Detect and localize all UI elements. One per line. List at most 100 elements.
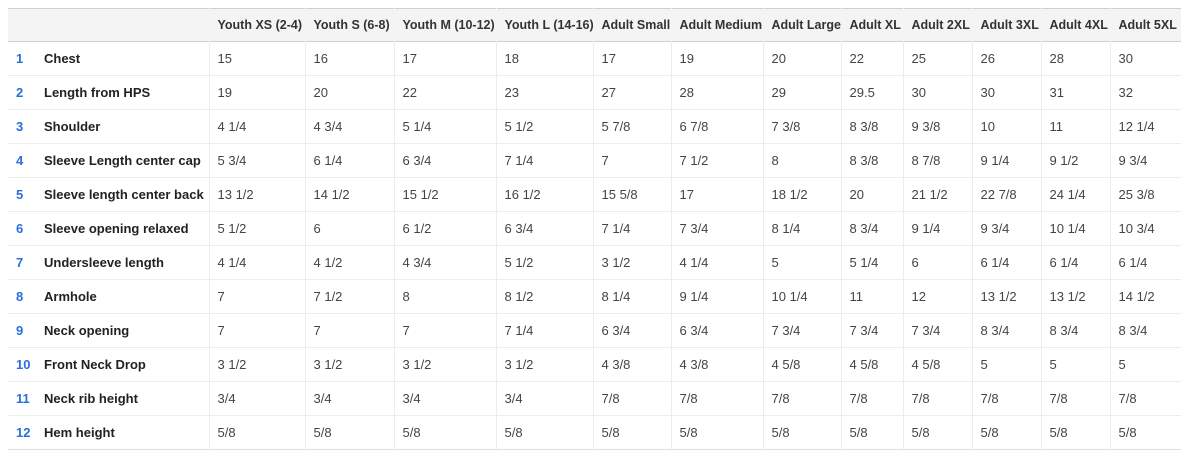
size-column-header: Youth L (14-16) bbox=[495, 8, 593, 42]
measurement-value: 5 bbox=[1040, 347, 1110, 382]
measurement-value: 5/8 bbox=[208, 415, 305, 450]
header-row: Youth XS (2-4) Youth S (6-8) Youth M (10-1… bbox=[8, 8, 1181, 42]
measurement-value: 8 3/4 bbox=[971, 313, 1041, 348]
measurement-value: 8 bbox=[393, 279, 496, 314]
measurement-label: Neck opening bbox=[36, 313, 209, 348]
measurement-value: 6 3/4 bbox=[670, 313, 763, 348]
table-row: 10 Front Neck Drop 3 1/2 3 1/2 3 1/2 3 1/2 4 3… bbox=[8, 347, 1181, 382]
measurement-value: 6 bbox=[902, 245, 972, 280]
row-number-header bbox=[8, 9, 36, 42]
measurement-value: 7/8 bbox=[762, 381, 841, 416]
table-row: 7 Undersleeve length 4 1/4 4 1/2 4 3/4 5 1/2 3… bbox=[8, 245, 1181, 280]
measurement-value: 13 1/2 bbox=[208, 177, 305, 212]
measurement-value: 25 bbox=[902, 41, 972, 76]
measurement-value: 23 bbox=[495, 75, 593, 110]
row-number: 11 bbox=[8, 381, 36, 416]
table-row: 11 Neck rib height 3/4 3/4 3/4 3/4 7/8 7/8 7/8 7/… bbox=[8, 381, 1181, 416]
measurement-value: 12 1/4 bbox=[1109, 109, 1181, 144]
row-number: 6 bbox=[8, 211, 36, 246]
measurement-value: 19 bbox=[670, 41, 763, 76]
measurement-label: Hem height bbox=[36, 415, 209, 450]
table-row: 2 Length from HPS 19 20 22 23 27 28 29 29.5 30 30 31… bbox=[8, 75, 1181, 110]
measurement-value: 7 3/4 bbox=[840, 313, 903, 348]
size-column-header: Adult 5XL bbox=[1109, 8, 1181, 42]
measurement-value: 20 bbox=[840, 177, 903, 212]
measurement-value: 8 1/2 bbox=[495, 279, 593, 314]
measurement-value: 5/8 bbox=[495, 415, 593, 450]
measurement-label: Sleeve Length center cap bbox=[36, 143, 209, 178]
measurement-value: 7/8 bbox=[670, 381, 763, 416]
table-row: 12 Hem height 5/8 5/8 5/8 5/8 5/8 5/8 5/8 5/8 5/8 5… bbox=[8, 415, 1181, 450]
measurement-value: 4 1/4 bbox=[208, 245, 305, 280]
measurement-value: 7/8 bbox=[971, 381, 1041, 416]
measurement-value: 6 1/4 bbox=[304, 143, 394, 178]
size-column-header: Adult 3XL bbox=[971, 8, 1041, 42]
measurement-value: 8 3/4 bbox=[1109, 313, 1181, 348]
measurement-value: 3 1/2 bbox=[304, 347, 394, 382]
measurement-value: 28 bbox=[1040, 41, 1110, 76]
measurement-value: 25 3/8 bbox=[1109, 177, 1181, 212]
measurement-value: 10 1/4 bbox=[1040, 211, 1110, 246]
measurement-value: 9 3/8 bbox=[902, 109, 972, 144]
measurement-value: 6 3/4 bbox=[495, 211, 593, 246]
measurement-value: 3 1/2 bbox=[592, 245, 671, 280]
measurement-value: 17 bbox=[592, 41, 671, 76]
measurement-value: 4 1/4 bbox=[208, 109, 305, 144]
measurement-value: 3/4 bbox=[208, 381, 305, 416]
measurement-value: 29.5 bbox=[840, 75, 903, 110]
measurement-value: 4 3/4 bbox=[393, 245, 496, 280]
measurement-value: 31 bbox=[1040, 75, 1110, 110]
size-column-header: Adult Small bbox=[592, 8, 671, 42]
measurement-value: 4 5/8 bbox=[762, 347, 841, 382]
measurement-value: 3 1/2 bbox=[393, 347, 496, 382]
table-body: 1 Chest 15 16 17 18 17 19 20 22 25 26 28 30 2 Length fr… bbox=[8, 41, 1181, 450]
measurement-value: 15 bbox=[208, 41, 305, 76]
measurement-label: Shoulder bbox=[36, 109, 209, 144]
measurement-value: 7 1/2 bbox=[304, 279, 394, 314]
table-row: 1 Chest 15 16 17 18 17 19 20 22 25 26 28 30 bbox=[8, 41, 1181, 76]
measurement-value: 16 1/2 bbox=[495, 177, 593, 212]
measurement-value: 5 7/8 bbox=[592, 109, 671, 144]
measurement-value: 15 1/2 bbox=[393, 177, 496, 212]
measurement-value: 5 bbox=[971, 347, 1041, 382]
size-column-header: Adult 2XL bbox=[902, 8, 972, 42]
size-column-header: Adult Large bbox=[762, 8, 841, 42]
table-row: 4 Sleeve Length center cap 5 3/4 6 1/4 6 3/4… bbox=[8, 143, 1181, 178]
measurement-value: 14 1/2 bbox=[1109, 279, 1181, 314]
size-chart-table: Youth XS (2-4) Youth S (6-8) Youth M (10-1… bbox=[8, 8, 1181, 450]
size-column-header: Youth XS (2-4) bbox=[208, 8, 305, 42]
measurement-value: 5/8 bbox=[670, 415, 763, 450]
measurement-value: 20 bbox=[304, 75, 394, 110]
row-number: 1 bbox=[8, 41, 36, 76]
measurement-value: 5/8 bbox=[304, 415, 394, 450]
measurement-value: 22 bbox=[393, 75, 496, 110]
measurement-value: 9 3/4 bbox=[1109, 143, 1181, 178]
measurement-value: 5 1/2 bbox=[495, 245, 593, 280]
table-row: 8 Armhole 7 7 1/2 8 8 1/2 8 1/4 9 1/4 10 1/4 11 12… bbox=[8, 279, 1181, 314]
row-number: 3 bbox=[8, 109, 36, 144]
measurement-value: 5 3/4 bbox=[208, 143, 305, 178]
measurement-value: 18 bbox=[495, 41, 593, 76]
measurement-value: 7 bbox=[304, 313, 394, 348]
measurement-label: Front Neck Drop bbox=[36, 347, 209, 382]
measurement-value: 6 1/4 bbox=[1109, 245, 1181, 280]
measurement-value: 17 bbox=[393, 41, 496, 76]
measurement-value: 9 3/4 bbox=[971, 211, 1041, 246]
measurement-label: Chest bbox=[36, 41, 209, 76]
row-number: 10 bbox=[8, 347, 36, 382]
measurement-value: 30 bbox=[971, 75, 1041, 110]
measurement-value: 26 bbox=[971, 41, 1041, 76]
measurement-value: 8 7/8 bbox=[902, 143, 972, 178]
row-number: 5 bbox=[8, 177, 36, 212]
row-number: 9 bbox=[8, 313, 36, 348]
measurement-value: 7/8 bbox=[1109, 381, 1181, 416]
measurement-label: Length from HPS bbox=[36, 75, 209, 110]
measurement-value: 5 bbox=[762, 245, 841, 280]
measurement-value: 5/8 bbox=[1040, 415, 1110, 450]
measurement-value: 8 bbox=[762, 143, 841, 178]
measurement-value: 20 bbox=[762, 41, 841, 76]
measurement-value: 7 bbox=[393, 313, 496, 348]
measurement-value: 7 bbox=[592, 143, 671, 178]
measurement-value: 9 1/2 bbox=[1040, 143, 1110, 178]
measurement-value: 5/8 bbox=[592, 415, 671, 450]
